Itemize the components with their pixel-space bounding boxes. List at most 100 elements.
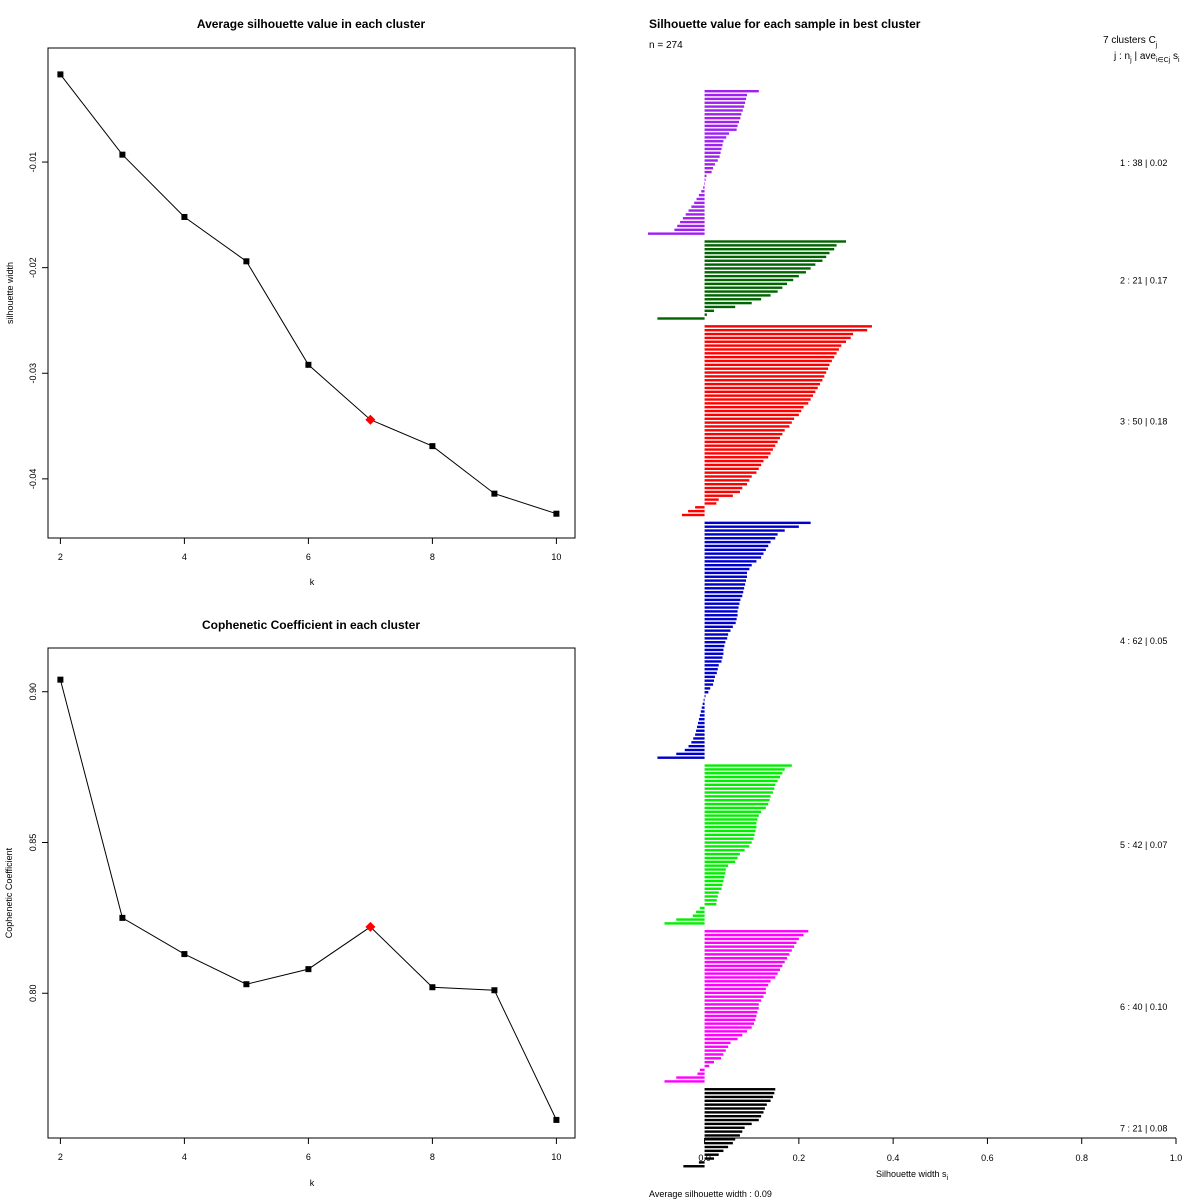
silhouette-bar	[704, 178, 706, 181]
silhouette-bar	[704, 872, 726, 875]
p1-point	[553, 510, 560, 517]
silhouette-bar	[704, 271, 806, 274]
silhouette-samples-title: Silhouette value for each sample in best…	[649, 17, 921, 31]
silhouette-bar	[704, 332, 854, 336]
silhouette-x-tick-label: 0.2	[793, 1153, 806, 1163]
silhouette-bar	[704, 648, 724, 652]
silhouette-bar	[704, 552, 764, 555]
cophenetic-y-axis: 0.80 0.85 0.90	[28, 683, 49, 1002]
silhouette-bar	[704, 764, 792, 767]
silhouette-bar	[704, 837, 754, 840]
avg-silhouette-y-label: silhouette width	[5, 262, 15, 324]
silhouette-bar	[704, 155, 720, 158]
silhouette-bar	[704, 548, 766, 551]
silhouette-bar	[704, 444, 776, 447]
p2-y-tick-label: 0.85	[28, 834, 38, 852]
silhouette-bar	[704, 606, 739, 609]
cophenetic-series	[57, 676, 560, 1123]
silhouette-bar	[704, 471, 757, 474]
silhouette-bar	[702, 702, 705, 705]
silhouette-bar	[704, 1138, 736, 1141]
silhouette-bar	[704, 621, 736, 625]
silhouette-bar	[704, 379, 823, 382]
silhouette-bar	[704, 1014, 757, 1018]
silhouette-bar	[704, 972, 778, 975]
silhouette-bar	[688, 509, 705, 513]
silhouette-bar	[704, 579, 747, 582]
silhouette-bar	[683, 1165, 705, 1168]
silhouette-bar	[704, 887, 722, 890]
silhouette-bar	[704, 1041, 731, 1045]
silhouette-bar	[680, 220, 705, 224]
silhouette-bar	[704, 1045, 729, 1048]
silhouette-bar	[704, 521, 811, 525]
silhouette-bars	[648, 90, 872, 1168]
cophenetic-title: Cophenetic Coefficient in each cluster	[202, 618, 420, 632]
silhouette-bar	[697, 1072, 705, 1075]
silhouette-bar	[704, 1130, 743, 1133]
silhouette-bar	[704, 402, 809, 405]
silhouette-bar	[704, 775, 780, 779]
silhouette-bar	[704, 1122, 752, 1126]
silhouette-bar	[704, 109, 743, 112]
silhouette-bar	[697, 725, 705, 729]
silhouette-bar	[704, 1003, 759, 1006]
avg-silhouette-x-axis: 2 4 6 8 10	[58, 537, 561, 562]
silhouette-bar	[704, 537, 776, 540]
silhouette-bar	[704, 355, 835, 359]
silhouette-bar	[704, 1118, 759, 1122]
silhouette-bar	[704, 529, 785, 532]
silhouette-bar	[704, 251, 830, 255]
silhouette-bar	[704, 436, 780, 440]
p1-point	[491, 490, 498, 497]
silhouette-bar	[704, 656, 723, 659]
silhouette-bar	[704, 313, 707, 316]
silhouette-bar	[704, 694, 706, 698]
silhouette-bar	[677, 224, 705, 228]
silhouette-bar	[704, 949, 792, 952]
silhouette-bar	[704, 660, 722, 663]
silhouette-bar	[704, 1037, 738, 1041]
silhouette-bar	[704, 1149, 724, 1153]
silhouette-bar	[704, 294, 771, 297]
p2-y-tick-label: 0.80	[28, 984, 38, 1002]
cophenetic-y-label: Cophenetic Coefficient	[4, 847, 14, 938]
silhouette-bar	[704, 1141, 733, 1145]
cluster-label-4: 4 : 62 | 0.05	[1120, 636, 1167, 646]
p2-x-tick-label: 6	[306, 1152, 311, 1162]
silhouette-bar	[704, 787, 775, 790]
silhouette-bar	[704, 953, 790, 956]
silhouette-bar	[704, 128, 737, 131]
p2-point	[181, 951, 188, 958]
p2-point	[553, 1116, 560, 1123]
silhouette-bar	[704, 151, 721, 154]
silhouette-bar	[704, 583, 746, 586]
silhouette-x-tick-label: 0.6	[981, 1153, 994, 1163]
silhouette-bar	[704, 452, 771, 455]
silhouette-bar	[704, 483, 747, 486]
cluster-labels: 1 : 38 | 0.02 2 : 21 | 0.17 3 : 50 | 0.18 4…	[1120, 158, 1167, 1133]
silhouette-bar	[704, 336, 851, 340]
silhouette-bar	[704, 560, 757, 563]
silhouette-bar	[704, 1111, 764, 1114]
silhouette-bar	[704, 941, 797, 944]
silhouette-bar	[704, 957, 788, 960]
silhouette-bar	[704, 329, 868, 332]
silhouette-bar	[704, 174, 707, 178]
silhouette-bar	[674, 228, 705, 231]
silhouette-bar	[704, 818, 758, 821]
silhouette-bar	[704, 791, 773, 794]
avg-silhouette-x-label: k	[310, 577, 315, 587]
silhouette-bar	[704, 891, 719, 894]
p1-point	[429, 443, 436, 450]
silhouette-bar	[704, 274, 799, 278]
silhouette-bar	[704, 895, 718, 898]
silhouette-bar	[704, 587, 745, 590]
silhouette-bar	[704, 825, 757, 829]
silhouette-bar	[704, 829, 756, 833]
p1-x-tick-label: 2	[58, 552, 63, 562]
silhouette-bar	[704, 248, 835, 251]
silhouette-bar	[704, 143, 723, 147]
silhouette-bar	[676, 918, 705, 921]
